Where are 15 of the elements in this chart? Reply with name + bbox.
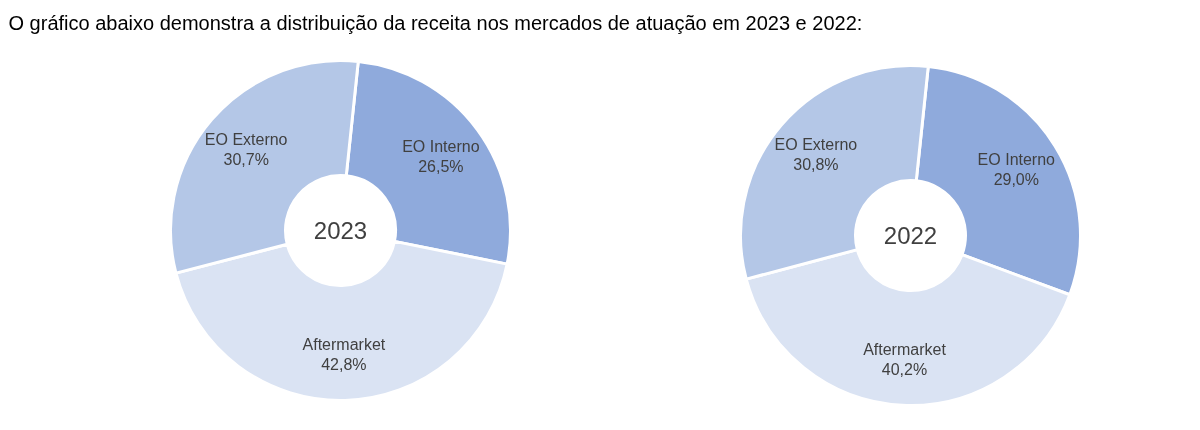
- data-label: 40,2%: [881, 361, 928, 379]
- data-label: 30,8%: [793, 156, 839, 174]
- slice-label: EO Interno: [977, 151, 1056, 169]
- slice-label: EO Externo: [204, 130, 288, 148]
- text: 2023: [313, 217, 368, 244]
- text: O gráfico abaixo demonstra a distribuição da receita nos mercados de atuação em 2023 e 2022:: [8, 11, 863, 34]
- data-label: 42,8%: [321, 356, 367, 374]
- slice-label: Aftermarket: [863, 341, 947, 359]
- text: 2022: [883, 222, 938, 249]
- data-label: 26,5%: [418, 158, 464, 176]
- data-label: 29,0%: [993, 171, 1039, 189]
- slice-label: Aftermarket: [302, 336, 386, 354]
- slice-label: EO Externo: [774, 136, 858, 154]
- data-label: 30,7%: [223, 150, 269, 168]
- slice-label: EO Interno: [402, 138, 480, 156]
